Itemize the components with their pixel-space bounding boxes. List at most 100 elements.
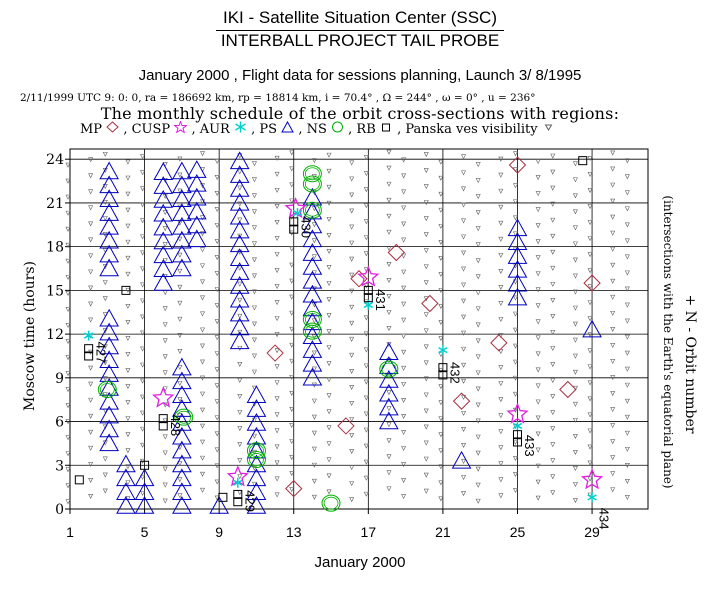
panska-visibility-marker: [386, 422, 392, 428]
panska-visibility-marker: [326, 152, 332, 158]
y-tick-label: 12: [46, 327, 64, 343]
panska-visibility-marker: [349, 240, 355, 246]
panska-visibility-marker: [401, 285, 407, 291]
panska-visibility-marker: [587, 428, 593, 434]
rb-marker: [512, 437, 522, 447]
ps-marker: [209, 496, 230, 514]
panska-visibility-marker: [461, 266, 467, 272]
ps-marker: [246, 468, 267, 487]
panska-visibility-marker: [237, 474, 243, 480]
panska-visibility-marker: [624, 270, 630, 276]
panska-visibility-marker: [200, 263, 206, 269]
panska-visibility-marker: [475, 434, 481, 440]
panska-visibility-marker: [363, 475, 369, 481]
ps-marker: [507, 287, 528, 306]
panska-visibility-marker: [274, 332, 280, 338]
panska-visibility-marker: [572, 177, 578, 183]
panska-visibility-marker: [162, 322, 168, 328]
panska-visibility-marker: [162, 482, 168, 488]
panska-visibility-marker: [251, 161, 257, 167]
panska-visibility-marker: [461, 202, 467, 208]
panska-visibility-marker: [214, 335, 220, 341]
panska-visibility-marker: [535, 367, 541, 373]
panska-visibility-marker: [475, 386, 481, 392]
panska-visibility-marker: [65, 371, 71, 377]
panska-visibility-marker: [177, 381, 183, 387]
orbit-number-label: 432: [447, 362, 462, 384]
panska-visibility-marker: [65, 483, 71, 489]
panska-visibility-marker: [125, 352, 131, 358]
panska-visibility-marker: [363, 219, 369, 225]
panska-visibility-marker: [140, 394, 146, 400]
orbit-number-label: 431: [373, 289, 388, 311]
ps-marker: [172, 175, 192, 194]
panska-visibility-marker: [386, 326, 392, 332]
ns-marker: [97, 380, 117, 398]
panska-visibility-marker: [386, 486, 392, 492]
panska-visibility-marker: [401, 446, 407, 452]
panska-visibility-marker: [162, 242, 168, 248]
panska-visibility-marker: [326, 489, 332, 495]
panska-visibility-marker: [498, 236, 504, 242]
panska-visibility-marker: [274, 252, 280, 258]
panska-visibility-marker: [177, 397, 183, 403]
ns-marker-inner: [304, 203, 320, 217]
ps-marker: [302, 243, 323, 261]
ns-marker: [302, 201, 322, 219]
panska-visibility-marker: [512, 215, 518, 221]
ps-marker: [99, 189, 120, 207]
title-underline: [216, 30, 504, 31]
panska-visibility-marker: [624, 414, 630, 420]
panska-visibility-marker: [251, 209, 257, 215]
panska-visibility-marker: [326, 457, 332, 463]
panska-visibility-marker: [401, 237, 407, 243]
legend-mp-label: MP: [80, 122, 103, 137]
panska-visibility-marker: [349, 160, 355, 166]
mp-marker: [266, 344, 284, 362]
panska-visibility-marker: [587, 348, 593, 354]
panska-visibility-marker: [624, 366, 630, 372]
panska-visibility-marker: [438, 272, 444, 278]
x-tick-label: 1: [66, 524, 74, 540]
panska-visibility-marker: [289, 262, 295, 268]
panska-visibility-marker: [125, 239, 131, 245]
panska-visibility-marker: [624, 398, 630, 404]
legend-ns-label: , NS: [298, 122, 327, 137]
panska-visibility-marker: [349, 256, 355, 262]
panska-visibility-marker: [550, 314, 556, 319]
panska-visibility-marker: [162, 450, 168, 456]
panska-visibility-marker: [326, 297, 332, 303]
panska-visibility-marker: [162, 306, 168, 312]
panska-visibility-marker: [200, 359, 206, 365]
panska-visibility-marker: [401, 253, 407, 259]
panska-visibility-marker: [274, 348, 280, 354]
panska-visibility-marker: [461, 218, 467, 224]
panska-visibility-marker: [349, 417, 355, 423]
panska-visibility-marker: [162, 418, 168, 424]
panska-visibility-marker: [624, 479, 630, 484]
panska-visibility-marker: [423, 200, 429, 206]
aur-marker: [438, 345, 448, 356]
panska-visibility-marker: [88, 205, 94, 211]
panska-visibility-marker: [498, 156, 504, 162]
panska-visibility-marker: [289, 439, 295, 445]
panska-visibility-marker: [587, 172, 593, 178]
panska-visibility-marker: [363, 155, 369, 161]
panska-visibility-marker: [326, 473, 332, 479]
legend-rb-square-icon: [381, 123, 390, 132]
panska-visibility-marker: [438, 448, 444, 454]
panska-visibility-marker: [200, 247, 206, 253]
panska-visibility-marker: [125, 416, 131, 422]
ps-marker: [229, 289, 250, 308]
panska-visibility-marker: [535, 399, 541, 405]
rb-marker: [363, 293, 373, 303]
panska-visibility-marker: [311, 430, 317, 436]
panska-visibility-marker: [475, 370, 481, 376]
ps-marker: [302, 215, 323, 234]
panska-visibility-marker: [140, 202, 146, 208]
panska-visibility-marker: [610, 182, 616, 188]
panska-visibility-marker: [326, 249, 332, 254]
panska-visibility-marker: [326, 216, 332, 222]
panska-visibility-marker: [289, 342, 295, 348]
